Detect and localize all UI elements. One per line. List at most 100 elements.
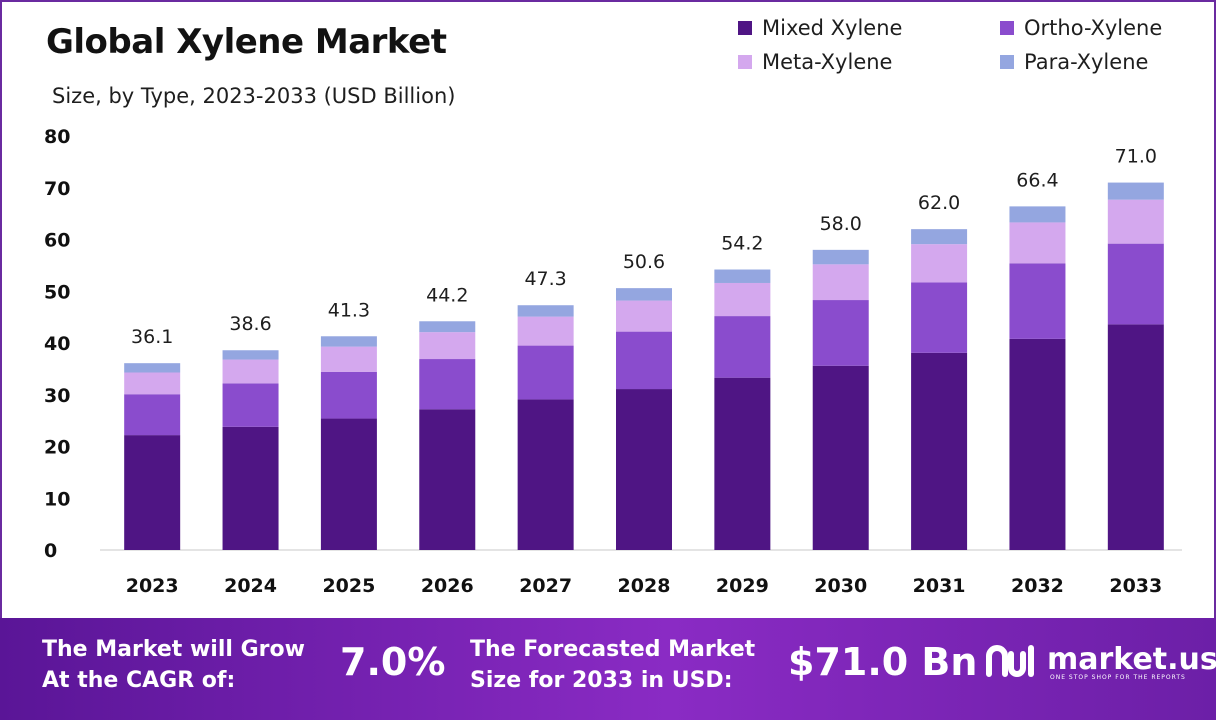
bar-segment-para-xylene xyxy=(124,363,181,373)
legend-item-meta-xylene: Meta-Xylene xyxy=(738,50,892,74)
bar-segment-meta-xylene xyxy=(911,244,968,283)
bar-total-label: 54.2 xyxy=(721,233,763,255)
y-tick-label: 50 xyxy=(44,281,70,303)
x-tick-label: 2025 xyxy=(322,575,375,597)
bar-total-label: 38.6 xyxy=(229,313,271,335)
bar-total-label: 50.6 xyxy=(623,251,665,273)
bar-segment-mixed-xylene xyxy=(911,352,968,550)
x-tick-label: 2026 xyxy=(421,575,474,597)
bar-total-label: 47.3 xyxy=(524,268,566,290)
bar-segment-meta-xylene xyxy=(419,332,476,360)
y-tick-label: 30 xyxy=(44,385,70,407)
y-tick-label: 20 xyxy=(44,437,70,459)
x-tick-label: 2029 xyxy=(716,575,769,597)
bar-segment-meta-xylene xyxy=(222,359,279,384)
footer-banner: The Market will Grow At the CAGR of: 7.0… xyxy=(0,618,1216,720)
brand-logo: market.us xyxy=(985,640,1216,680)
bar-segment-ortho-xylene xyxy=(1009,263,1066,339)
bar-segment-meta-xylene xyxy=(517,316,574,346)
forecast-label-line2: Size for 2033 in USD: xyxy=(470,668,733,693)
y-tick-label: 40 xyxy=(44,333,70,355)
legend-label: Para-Xylene xyxy=(1024,50,1149,74)
bar-segment-ortho-xylene xyxy=(714,316,771,378)
x-tick-label: 2023 xyxy=(126,575,179,597)
bar-segment-para-xylene xyxy=(714,269,771,283)
bar-segment-meta-xylene xyxy=(320,346,377,372)
legend-label: Meta-Xylene xyxy=(762,50,893,74)
legend-swatch-para-xylene xyxy=(1000,55,1014,69)
bar-segment-para-xylene xyxy=(222,350,279,360)
legend-label: Mixed Xylene xyxy=(762,16,903,40)
cagr-value: 7.0% xyxy=(340,640,446,684)
brand-name: market.us xyxy=(1047,642,1216,677)
bar-total-label: 62.0 xyxy=(918,192,960,214)
bar-segment-para-xylene xyxy=(419,321,476,333)
bar-segment-ortho-xylene xyxy=(812,300,869,366)
bar-total-label: 41.3 xyxy=(328,299,370,321)
bar-segment-ortho-xylene xyxy=(222,383,279,427)
bar-segment-para-xylene xyxy=(320,336,377,347)
stacked-bar-chart: 0102030405060708036.1202338.6202441.3202… xyxy=(44,126,1182,597)
forecast-label-line1: The Forecasted Market xyxy=(470,637,756,662)
bar-total-label: 66.4 xyxy=(1016,169,1058,191)
bar-segment-mixed-xylene xyxy=(1107,324,1164,550)
bar-segment-ortho-xylene xyxy=(1107,243,1164,325)
forecast-value: $71.0 Bn xyxy=(788,640,978,684)
bar-segment-meta-xylene xyxy=(124,372,181,395)
legend-item-ortho-xylene: Ortho-Xylene xyxy=(1000,16,1162,40)
bar-segment-mixed-xylene xyxy=(419,409,476,550)
y-tick-label: 0 xyxy=(44,540,57,562)
y-tick-label: 60 xyxy=(44,230,70,252)
bar-segment-para-xylene xyxy=(616,288,672,301)
chart-title: Global Xylene Market xyxy=(46,22,447,62)
bar-segment-ortho-xylene xyxy=(419,359,476,410)
bar-segment-ortho-xylene xyxy=(517,345,574,400)
x-tick-label: 2030 xyxy=(814,575,867,597)
legend-swatch-mixed-xylene xyxy=(738,21,752,35)
bar-segment-meta-xylene xyxy=(1009,222,1066,264)
bar-segment-mixed-xylene xyxy=(320,418,377,550)
bar-segment-para-xylene xyxy=(812,249,869,265)
bar-segment-mixed-xylene xyxy=(517,399,574,550)
bar-segment-meta-xylene xyxy=(616,300,672,332)
bar-segment-ortho-xylene xyxy=(320,371,377,419)
y-tick-label: 10 xyxy=(44,488,70,510)
bar-segment-para-xylene xyxy=(517,305,574,317)
bar-segment-para-xylene xyxy=(1107,182,1164,200)
chart-subtitle: Size, by Type, 2023-2033 (USD Billion) xyxy=(52,84,456,108)
bar-segment-mixed-xylene xyxy=(222,426,279,550)
cagr-label-line2: At the CAGR of: xyxy=(42,668,236,693)
bar-total-label: 44.2 xyxy=(426,284,468,306)
legend-swatch-meta-xylene xyxy=(738,55,752,69)
bar-total-label: 71.0 xyxy=(1115,146,1157,168)
bar-segment-ortho-xylene xyxy=(616,331,672,390)
bar-segment-mixed-xylene xyxy=(124,435,181,550)
y-tick-label: 70 xyxy=(44,178,70,200)
bar-segment-mixed-xylene xyxy=(616,389,672,550)
legend-item-para-xylene: Para-Xylene xyxy=(1000,50,1148,74)
y-tick-label: 80 xyxy=(44,126,70,148)
x-tick-label: 2027 xyxy=(519,575,572,597)
bar-total-label: 36.1 xyxy=(131,326,173,348)
legend-item-mixed-xylene: Mixed Xylene xyxy=(738,16,902,40)
bar-segment-meta-xylene xyxy=(1107,199,1164,244)
x-tick-label: 2033 xyxy=(1109,575,1162,597)
bar-segment-mixed-xylene xyxy=(714,377,771,550)
bar-segment-meta-xylene xyxy=(714,282,771,317)
bar-segment-meta-xylene xyxy=(812,264,869,301)
market-us-logo-icon xyxy=(986,645,1034,677)
brand-tagline: ONE STOP SHOP FOR THE REPORTS xyxy=(1050,674,1186,681)
x-tick-label: 2032 xyxy=(1011,575,1064,597)
bar-total-label: 58.0 xyxy=(820,213,862,235)
cagr-label-line1: The Market will Grow xyxy=(42,637,305,662)
bar-segment-ortho-xylene xyxy=(911,282,968,353)
legend-label: Ortho-Xylene xyxy=(1024,16,1163,40)
bar-segment-ortho-xylene xyxy=(124,394,181,436)
x-tick-label: 2028 xyxy=(618,575,671,597)
bar-segment-para-xylene xyxy=(1009,206,1066,223)
x-tick-label: 2031 xyxy=(913,575,966,597)
legend-swatch-ortho-xylene xyxy=(1000,21,1014,35)
bar-segment-mixed-xylene xyxy=(812,365,869,550)
bar-segment-para-xylene xyxy=(911,229,968,245)
